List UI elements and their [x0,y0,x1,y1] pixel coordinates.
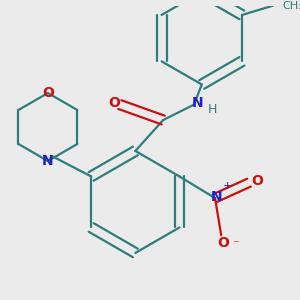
Text: N: N [191,96,203,110]
Text: O: O [108,96,120,110]
Text: N: N [42,154,54,168]
Text: ⁻: ⁻ [232,238,238,251]
Text: H: H [208,103,217,116]
Text: O: O [217,236,229,250]
Text: +: + [223,181,232,191]
Text: CH₃: CH₃ [282,1,300,11]
Text: N: N [211,190,222,203]
Text: O: O [42,86,54,100]
Text: O: O [251,174,263,188]
